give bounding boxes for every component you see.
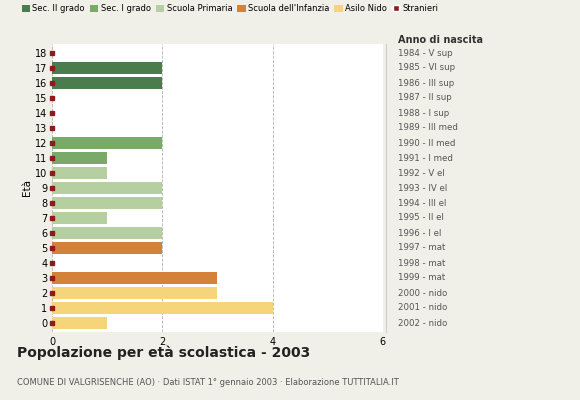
Text: 1989 - III med: 1989 - III med — [398, 124, 458, 132]
Text: 1998 - mat: 1998 - mat — [398, 258, 445, 268]
Bar — [52, 152, 107, 164]
Bar — [52, 242, 162, 254]
Text: 1985 - VI sup: 1985 - VI sup — [398, 64, 455, 72]
Text: 1991 - I med: 1991 - I med — [398, 154, 453, 162]
Text: 2001 - nido: 2001 - nido — [398, 304, 447, 312]
Text: 2000 - nido: 2000 - nido — [398, 288, 447, 298]
Text: 1995 - II el: 1995 - II el — [398, 214, 444, 222]
Bar — [52, 167, 107, 179]
Bar — [52, 77, 162, 89]
Text: 1994 - III el: 1994 - III el — [398, 198, 447, 208]
Bar — [52, 137, 162, 149]
Legend: Sec. II grado, Sec. I grado, Scuola Primaria, Scuola dell'Infanzia, Asilo Nido, : Sec. II grado, Sec. I grado, Scuola Prim… — [21, 4, 439, 13]
Text: 1988 - I sup: 1988 - I sup — [398, 108, 450, 118]
Bar — [52, 182, 162, 194]
Bar — [52, 62, 162, 74]
Bar — [52, 317, 107, 329]
Text: Anno di nascita: Anno di nascita — [398, 34, 483, 44]
Bar — [52, 212, 107, 224]
Text: 1987 - II sup: 1987 - II sup — [398, 94, 452, 102]
Text: 1999 - mat: 1999 - mat — [398, 274, 445, 282]
Text: 1992 - V el: 1992 - V el — [398, 168, 445, 178]
Bar — [52, 287, 218, 299]
Text: 1997 - mat: 1997 - mat — [398, 244, 445, 252]
Text: 1993 - IV el: 1993 - IV el — [398, 184, 447, 192]
Bar — [52, 227, 162, 239]
Y-axis label: Età: Età — [22, 180, 32, 196]
Text: 1996 - I el: 1996 - I el — [398, 228, 441, 238]
Bar — [52, 272, 218, 284]
Bar — [52, 197, 162, 209]
Text: 1990 - II med: 1990 - II med — [398, 138, 455, 148]
Text: Popolazione per età scolastica - 2003: Popolazione per età scolastica - 2003 — [17, 346, 311, 360]
Text: 1984 - V sup: 1984 - V sup — [398, 48, 453, 58]
Bar — [52, 302, 273, 314]
Text: 1986 - III sup: 1986 - III sup — [398, 78, 454, 88]
Text: 2002 - nido: 2002 - nido — [398, 318, 447, 328]
Text: COMUNE DI VALGRISENCHE (AO) · Dati ISTAT 1° gennaio 2003 · Elaborazione TUTTITAL: COMUNE DI VALGRISENCHE (AO) · Dati ISTAT… — [17, 378, 399, 387]
